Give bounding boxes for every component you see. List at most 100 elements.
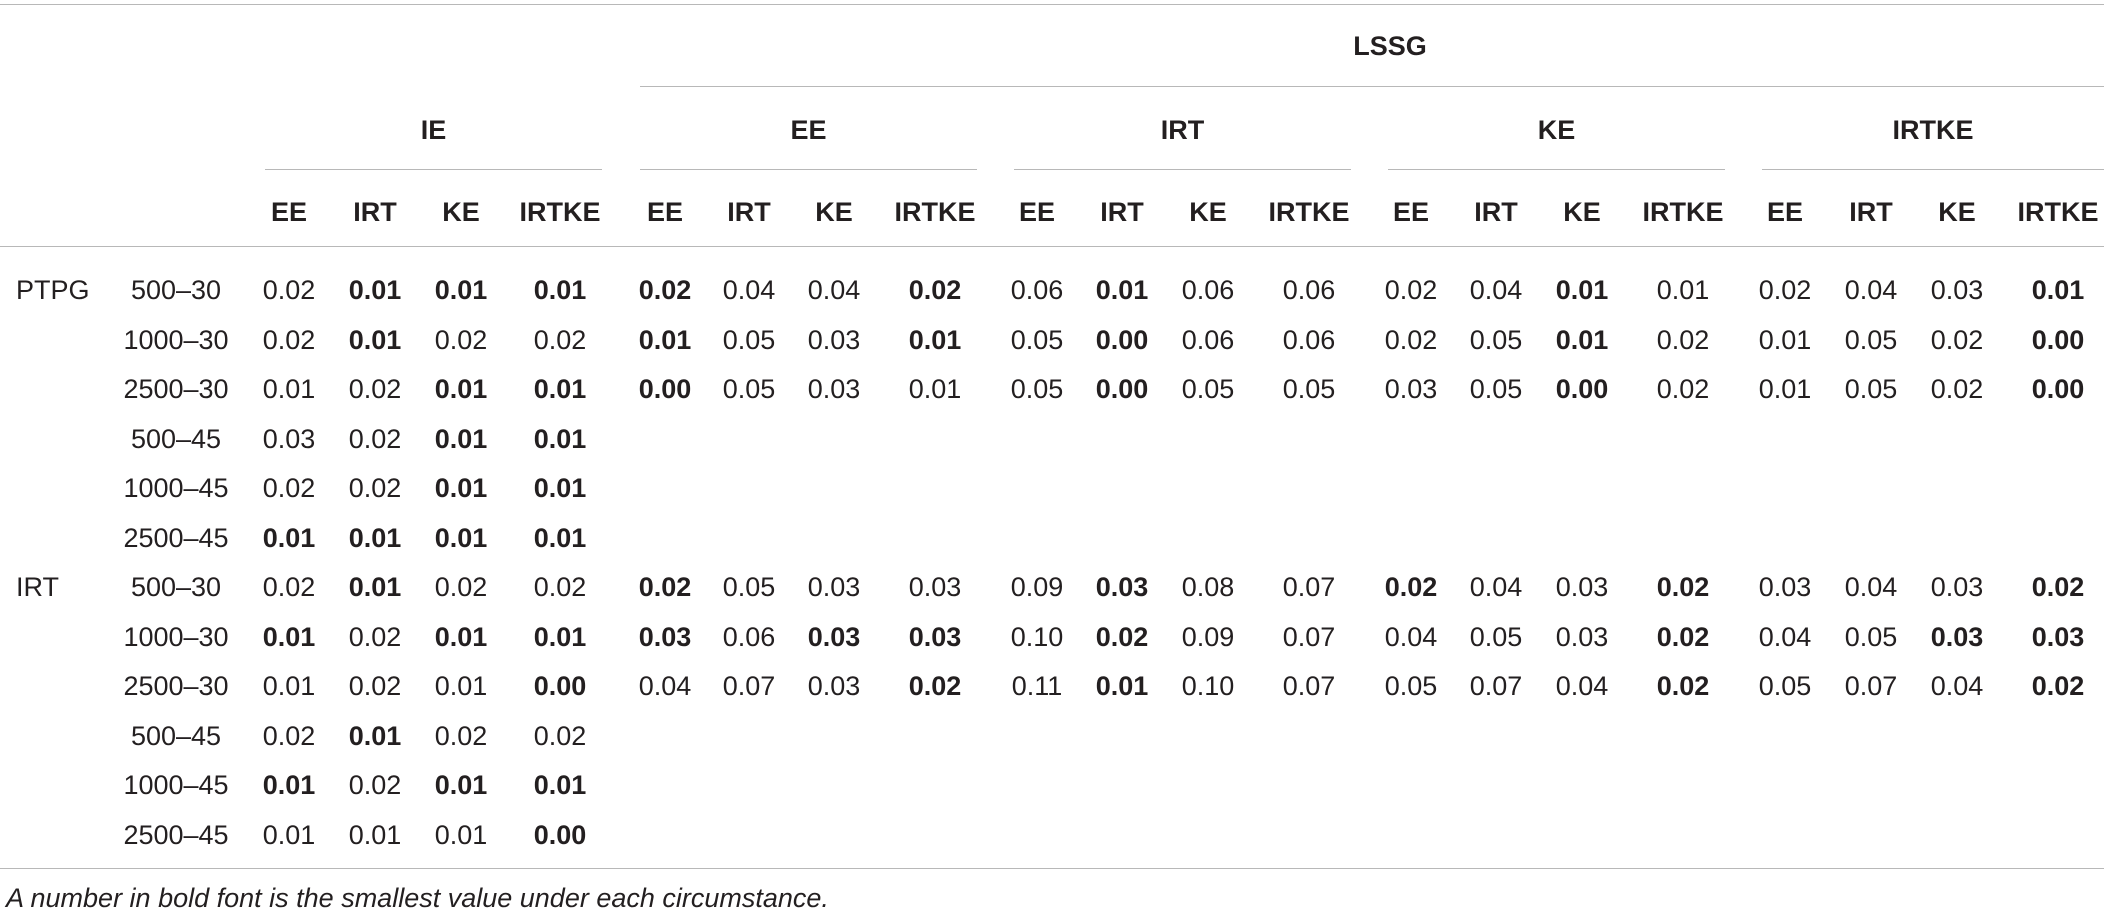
table-cell: 0.02 — [348, 473, 402, 503]
table-cell: 0.02 — [262, 324, 316, 355]
table-cell: 0.05 — [1181, 374, 1235, 404]
table-cell: 0.02 — [1656, 671, 1710, 701]
table-cell: 0.04 — [1384, 621, 1438, 652]
table-cell: 0.01 — [434, 423, 488, 454]
group-header-ee: EE — [790, 115, 827, 145]
table-cell: 0.02 — [262, 720, 316, 751]
group-underline-irt — [1014, 169, 1351, 170]
table-cell: 0.03 — [262, 423, 316, 454]
table-cell: 0.02 — [348, 423, 402, 454]
table-cell: 0.01 — [533, 522, 587, 553]
table-cell: 0.01 — [2031, 275, 2085, 305]
table-cell: 0.05 — [1469, 621, 1523, 652]
table-cell: 0.02 — [434, 720, 488, 751]
table-cell: 0.06 — [722, 621, 776, 652]
row-condition-label: 1000–45 — [123, 770, 229, 800]
table-cell: 0.01 — [348, 275, 402, 305]
table-cell: 0.00 — [1555, 374, 1609, 404]
row-condition-label: 500–30 — [130, 275, 222, 305]
table-cell: 0.01 — [1656, 275, 1710, 305]
table-cell: 0.01 — [348, 522, 402, 553]
table-cell: 0.05 — [1844, 324, 1898, 355]
table-cell: 0.01 — [348, 720, 402, 751]
table-cell: 0.10 — [1010, 621, 1064, 652]
table-cell: 0.01 — [434, 522, 488, 553]
table-cell: 0.01 — [533, 374, 587, 404]
table-cell: 0.05 — [1844, 374, 1898, 404]
table-cell: 0.02 — [1384, 275, 1438, 305]
row-condition-label: 500–30 — [130, 572, 222, 602]
table-cell: 0.10 — [1181, 671, 1235, 701]
row-condition-label: 2500–45 — [123, 819, 229, 850]
table-cell: 0.01 — [434, 621, 488, 652]
table-cell: 0.02 — [1930, 374, 1984, 404]
column-header-ee: EE — [270, 197, 308, 227]
table-cell: 0.02 — [348, 671, 402, 701]
table-cell: 0.05 — [1469, 324, 1523, 355]
table-cell: 0.01 — [262, 621, 316, 652]
table-cell: 0.02 — [434, 572, 488, 602]
table-cell: 0.05 — [1010, 324, 1064, 355]
table-cell: 0.02 — [533, 324, 587, 355]
table-cell: 0.01 — [533, 621, 587, 652]
table-cell: 0.01 — [638, 324, 692, 355]
column-header-ee: EE — [646, 197, 684, 227]
table-cell: 0.01 — [262, 522, 316, 553]
table-cell: 0.01 — [434, 770, 488, 800]
table-cell: 0.02 — [638, 572, 692, 602]
table-bottom-rule — [0, 868, 2104, 869]
table-cell: 0.02 — [1384, 572, 1438, 602]
row-condition-label: 2500–30 — [123, 374, 229, 404]
table-cell: 0.01 — [1095, 275, 1149, 305]
group-underline-irtke — [1762, 169, 2104, 170]
table-cell: 0.08 — [1181, 572, 1235, 602]
table-cell: 0.06 — [1181, 324, 1235, 355]
table-cell: 0.01 — [908, 374, 962, 404]
table-cell: 0.06 — [1181, 275, 1235, 305]
table-cell: 0.04 — [1555, 671, 1609, 701]
column-header-irtke: IRTKE — [519, 197, 601, 227]
table-cell: 0.01 — [348, 819, 402, 850]
table-cell: 0.11 — [1011, 671, 1063, 701]
table-cell: 0.09 — [1010, 572, 1064, 602]
row-condition-label: 2500–45 — [123, 522, 229, 553]
table-cell: 0.07 — [1469, 671, 1523, 701]
row-condition-label: 500–45 — [130, 423, 222, 454]
table-footnote: A number in bold font is the smallest va… — [6, 883, 829, 913]
group-header-irtke: IRTKE — [1892, 115, 1974, 145]
table-cell: 0.03 — [1095, 572, 1149, 602]
table-cell: 0.05 — [1469, 374, 1523, 404]
table-cell: 0.07 — [1282, 671, 1336, 701]
table-cell: 0.03 — [1758, 572, 1812, 602]
table-cell: 0.02 — [1095, 621, 1149, 652]
table-cell: 0.05 — [722, 374, 776, 404]
table-cell: 0.03 — [1384, 374, 1438, 404]
table-cell: 0.01 — [262, 819, 316, 850]
table-cell: 0.03 — [807, 572, 861, 602]
table-cell: 0.03 — [807, 324, 861, 355]
table-cell: 0.01 — [348, 572, 402, 602]
table-cell: 0.00 — [533, 671, 587, 701]
table-cell: 0.02 — [1384, 324, 1438, 355]
table-cell: 0.02 — [434, 324, 488, 355]
column-header-ee: EE — [1018, 197, 1056, 227]
table-cell: 0.00 — [1095, 324, 1149, 355]
table-cell: 0.05 — [1844, 621, 1898, 652]
table-cell: 0.03 — [1930, 572, 1984, 602]
table-cell: 0.05 — [1010, 374, 1064, 404]
table-cell: 0.09 — [1181, 621, 1235, 652]
table-cell: 0.04 — [638, 671, 692, 701]
column-header-ke: KE — [1189, 197, 1227, 227]
table-cell: 0.00 — [2031, 374, 2085, 404]
column-header-irt: IRT — [727, 197, 771, 227]
table-cell: 0.01 — [348, 324, 402, 355]
table-cell: 0.05 — [722, 572, 776, 602]
top-rule — [0, 4, 2104, 5]
table-cell: 0.02 — [2031, 671, 2085, 701]
table-cell: 0.01 — [908, 324, 962, 355]
header-bottom-rule — [0, 246, 2104, 247]
table-cell: 0.02 — [908, 275, 962, 305]
table-cell: 0.00 — [533, 819, 587, 850]
column-header-ee: EE — [1392, 197, 1430, 227]
table-cell: 0.07 — [722, 671, 776, 701]
